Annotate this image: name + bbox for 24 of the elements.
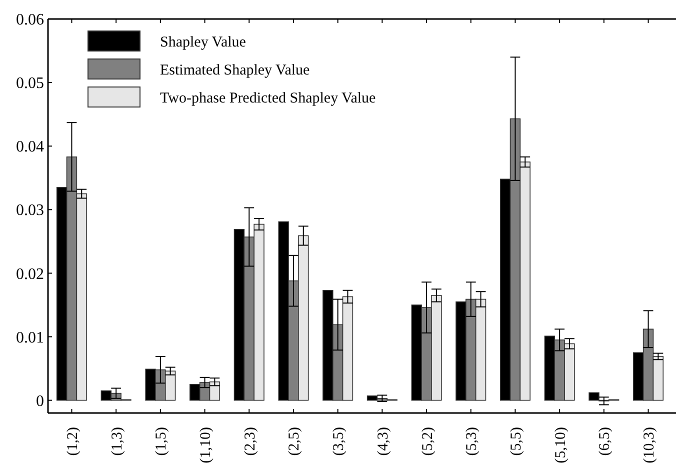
x-tick-label: (2,5) — [286, 427, 303, 456]
x-tick-label: (5,2) — [420, 427, 436, 456]
y-tick-label: 0.03 — [16, 202, 44, 220]
y-tick-label: 0.05 — [16, 75, 44, 92]
x-tick-label: (1,2) — [64, 427, 81, 456]
y-tick-label: 0 — [36, 392, 44, 410]
x-tick-label: (1,5) — [154, 427, 170, 456]
y-tick-label: 0.01 — [16, 329, 44, 346]
x-tick-label: (1,3) — [109, 427, 126, 456]
x-tick-label: (4,3) — [375, 427, 392, 456]
x-tick-label: (1,10) — [198, 427, 214, 464]
legend-label: Two-phase Predicted Shapley Value — [160, 90, 376, 106]
x-tick-label: (3,5) — [331, 427, 348, 456]
x-tick-label: (5,3) — [464, 427, 480, 456]
x-tick-label: (10,3) — [642, 427, 658, 464]
y-tick-label: 0.02 — [16, 266, 44, 283]
legend-label: Estimated Shapley Value — [160, 62, 310, 78]
y-tick-label: 0.06 — [16, 12, 44, 29]
x-tick-label: (2,3) — [242, 427, 258, 456]
x-tick-label: (6,5) — [597, 427, 614, 456]
x-tick-label: (5,10) — [552, 427, 569, 464]
y-tick-label: 0.04 — [16, 138, 44, 156]
legend-label: Shapley Value — [160, 34, 246, 50]
x-tick-label: (5,5) — [508, 427, 524, 456]
